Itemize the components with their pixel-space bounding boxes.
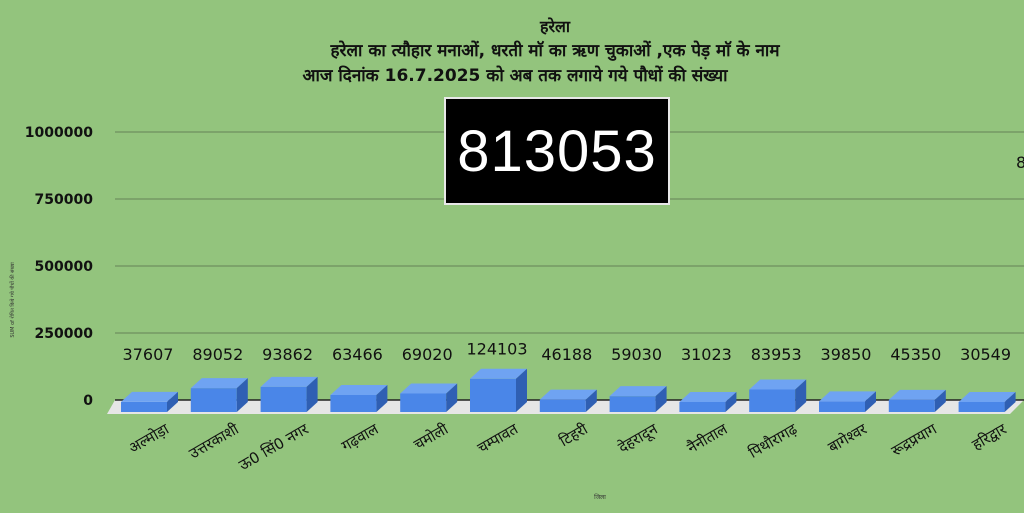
data-label-5: 124103 — [466, 340, 527, 359]
bar-6 — [539, 389, 597, 412]
data-label-7: 59030 — [611, 345, 662, 364]
bar-11 — [888, 389, 946, 412]
bar-9 — [749, 379, 807, 412]
x-tick-label-12: हरिद्वार — [969, 419, 1010, 453]
data-label-11: 45350 — [890, 345, 941, 364]
x-tick-label-1: उत्तरकाशी — [186, 419, 243, 462]
x-tick-label-5: चम्पावत — [474, 420, 521, 458]
bar-5 — [470, 368, 527, 412]
data-label-3: 63466 — [332, 345, 383, 364]
bar-side-4 — [446, 383, 458, 412]
bar-top-6 — [539, 389, 597, 400]
x-tick-label-8: नैनीताल — [684, 419, 731, 457]
data-label-1: 89052 — [192, 345, 243, 364]
bar-front-10 — [819, 401, 865, 412]
bar-side-6 — [585, 389, 597, 412]
x-tick-label-3: गढ़वाल — [338, 419, 382, 455]
bar-front-2 — [260, 386, 307, 412]
bar-top-11 — [888, 389, 946, 400]
bar-front-11 — [888, 399, 935, 412]
bar-top-5 — [470, 368, 527, 379]
x-tick-label-10: बागेश्वर — [825, 419, 871, 456]
chart-subtitle-2: आज दिनांक 16.7.2025 को अब तक लगाये गये प… — [302, 66, 728, 86]
chart-title: हरेला — [539, 17, 571, 36]
bar-top-12 — [958, 392, 1016, 402]
bar-7 — [609, 386, 667, 412]
x-tick-label-11: रूद्रप्रयाग — [888, 420, 940, 460]
x-tick-label-0: अल्मोड़ा — [126, 419, 173, 457]
bar-top-1 — [190, 378, 248, 389]
total-count-box: 813053 — [444, 97, 670, 205]
bar-top-10 — [819, 391, 876, 402]
chart-subtitle-1: हरेला का त्यौहार मनाओं, धरती माॅ का ऋण च… — [330, 41, 780, 61]
bar-top-4 — [400, 383, 458, 394]
x-tick-label-2: ऊ0 सिं0 नगर — [236, 419, 313, 474]
bar-front-1 — [190, 388, 237, 412]
data-label-4: 69020 — [402, 345, 453, 364]
data-label-9: 83953 — [751, 345, 802, 364]
bar-front-12 — [958, 402, 1005, 412]
y-tick-label-4: 1000000 — [25, 125, 93, 141]
bar-side-11 — [934, 389, 946, 412]
chart-title-block: हरेला हरेला का त्यौहार मनाओं, धरती माॅ क… — [0, 14, 1024, 89]
bar-2 — [260, 376, 318, 412]
bar-front-9 — [749, 389, 796, 412]
bar-4 — [400, 383, 458, 412]
data-label-0: 37607 — [123, 345, 174, 364]
y-tick-label-3: 750000 — [35, 192, 94, 208]
bar-top-0 — [121, 391, 178, 402]
bar-side-8 — [725, 392, 737, 412]
bar-side-12 — [1004, 392, 1016, 412]
bar-top-7 — [609, 386, 667, 397]
x-tick-label-9: पिथौरागढ़ — [745, 420, 800, 462]
bar-top-8 — [679, 392, 737, 402]
data-label-13: 8 — [1016, 153, 1024, 172]
bar-front-5 — [470, 378, 516, 412]
data-label-2: 93862 — [262, 345, 313, 364]
y-tick-label-0: 0 — [83, 393, 93, 409]
bar-side-0 — [167, 391, 178, 412]
bar-side-5 — [516, 368, 527, 412]
bar-10 — [819, 391, 876, 412]
bar-front-4 — [400, 393, 447, 412]
bar-side-7 — [655, 386, 667, 412]
bar-front-0 — [121, 401, 167, 412]
bar-12 — [958, 392, 1016, 412]
bar-side-2 — [306, 376, 318, 412]
bar-top-2 — [260, 376, 318, 387]
total-count-value: 813053 — [457, 118, 657, 184]
data-label-8: 31023 — [681, 345, 732, 364]
data-label-12: 30549 — [960, 345, 1011, 364]
y-tick-label-1: 250000 — [35, 326, 94, 342]
bar-1 — [190, 378, 248, 412]
data-label-10: 39850 — [821, 345, 872, 364]
y-tick-label-2: 500000 — [35, 259, 94, 275]
data-label-6: 46188 — [541, 345, 592, 364]
bar-front-7 — [609, 396, 656, 412]
bar-3 — [330, 384, 388, 412]
x-tick-label-4: चमोली — [411, 419, 453, 453]
bar-side-3 — [376, 384, 388, 412]
bar-top-9 — [749, 379, 807, 390]
bar-0 — [121, 391, 178, 412]
bar-8 — [679, 392, 737, 412]
bar-top-3 — [330, 384, 388, 395]
x-axis-title: जिला — [594, 493, 606, 501]
bar-front-8 — [679, 402, 726, 412]
bar-front-3 — [330, 394, 377, 412]
y-axis-title: SUM of रोपित किये गये पौधों की संख्या — [9, 262, 16, 338]
bar-front-6 — [539, 399, 586, 412]
x-tick-label-7: देहरादून — [615, 420, 662, 458]
bar-side-1 — [236, 378, 248, 412]
bar-side-9 — [795, 379, 807, 412]
x-tick-label-6: टिहरी — [556, 419, 591, 450]
bar-side-10 — [865, 391, 876, 412]
